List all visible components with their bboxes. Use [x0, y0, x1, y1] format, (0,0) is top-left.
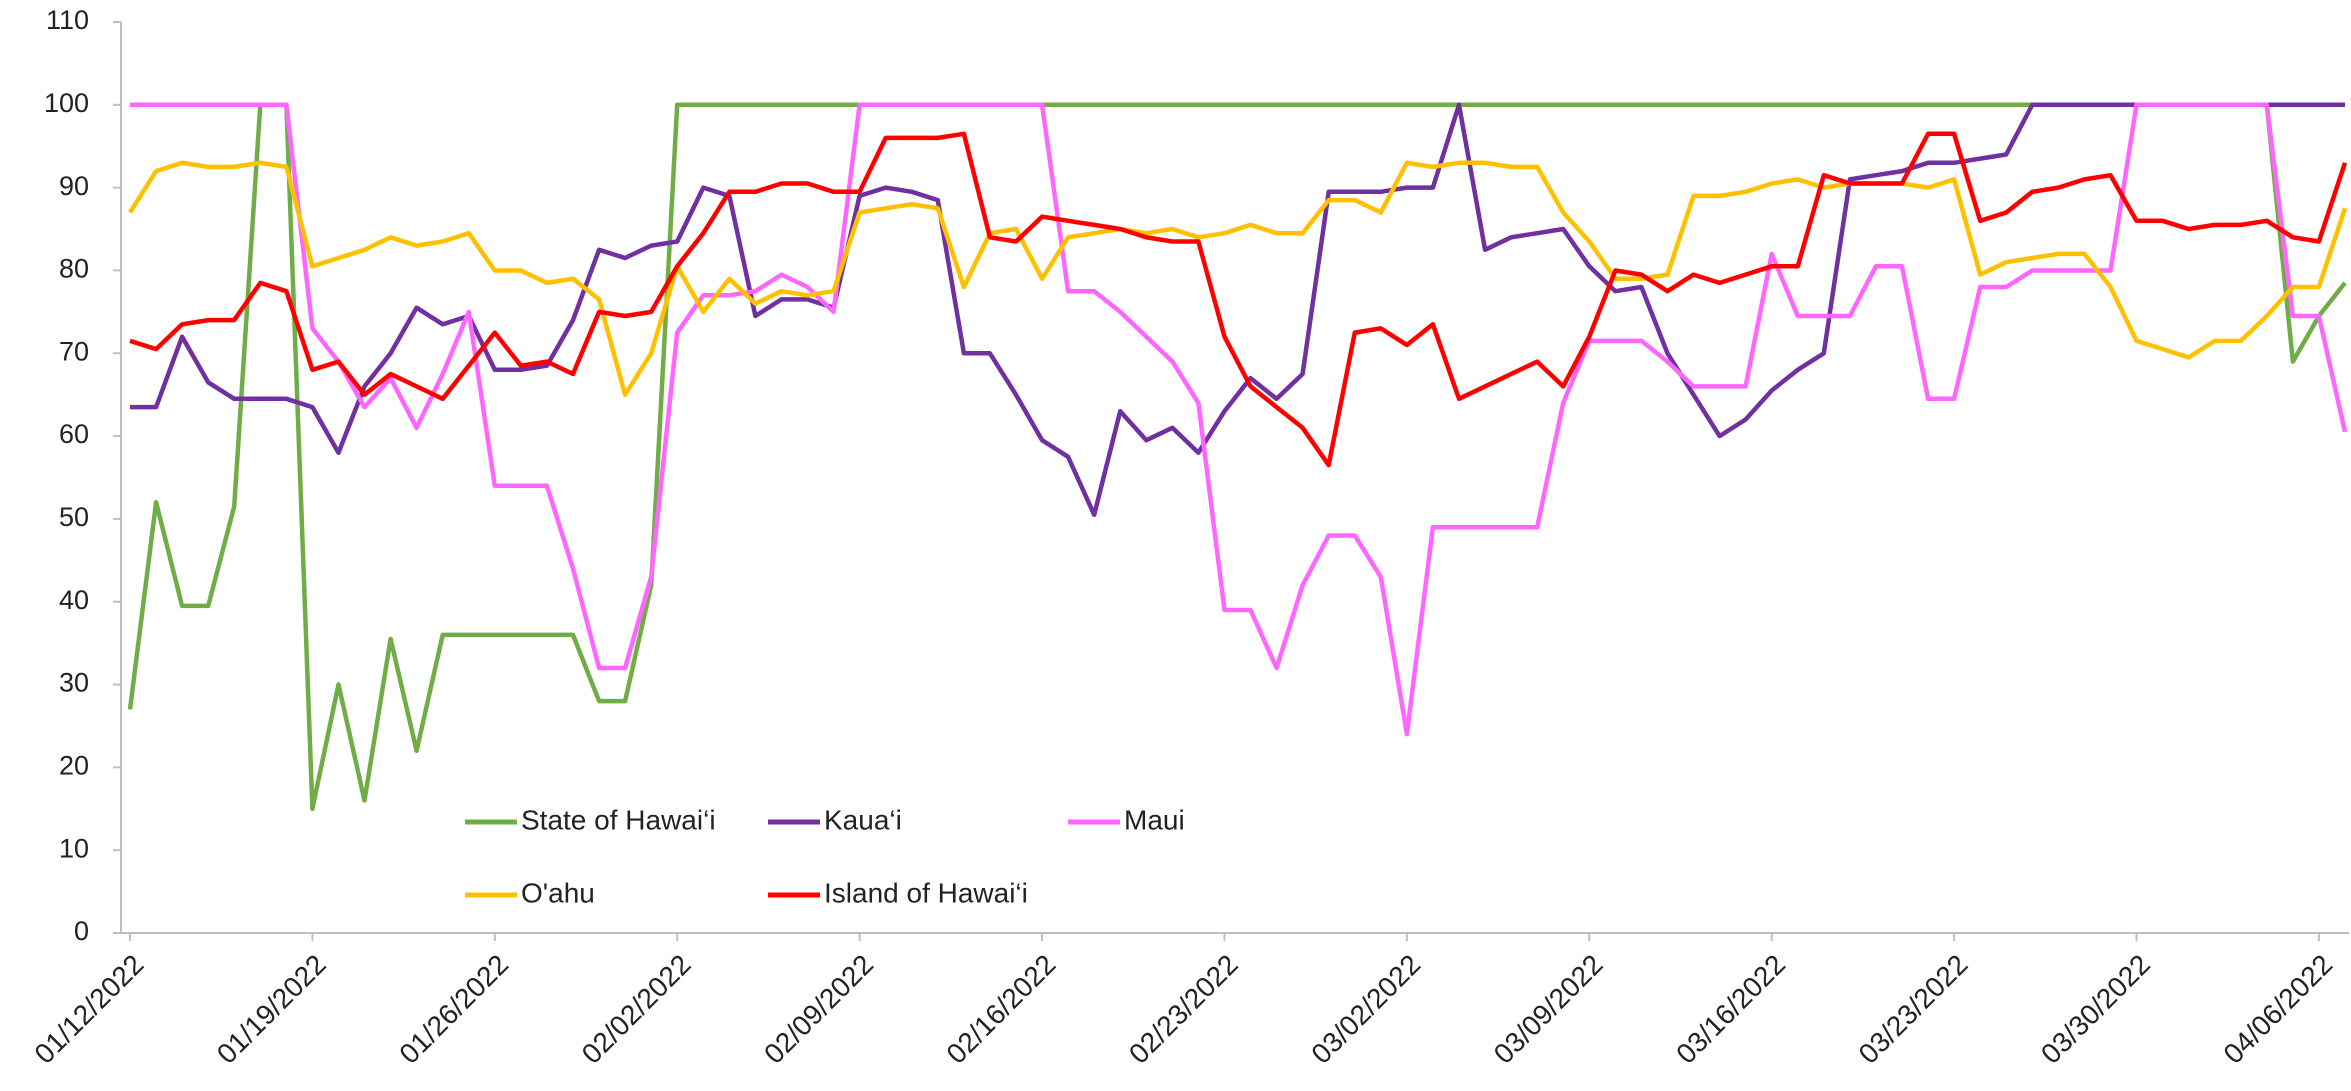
- y-tick-label: 30: [59, 668, 89, 698]
- legend-item: Kaua‘i: [768, 804, 902, 835]
- series-line: [130, 102, 2348, 737]
- y-tick-label: 0: [74, 916, 89, 946]
- legend-label: Island of Hawai‘i: [824, 877, 1028, 908]
- y-tick-label: 20: [59, 750, 89, 780]
- y-tick-label: 40: [59, 585, 89, 615]
- series-line: [129, 131, 2348, 468]
- legend-label: Maui: [1124, 804, 1185, 835]
- y-tick-label: 90: [59, 171, 89, 201]
- legend-item: Island of Hawai‘i: [768, 877, 1028, 908]
- legend-label: State of Hawai‘i: [521, 804, 716, 835]
- x-tick-label: 03/30/2022: [2035, 949, 2156, 1070]
- series-line: [127, 102, 2347, 812]
- series-line: [130, 102, 2345, 518]
- legend-label: Kaua‘i: [824, 804, 902, 835]
- x-tick-label: 02/02/2022: [576, 949, 697, 1070]
- x-tick-label: 03/09/2022: [1488, 949, 1609, 1070]
- y-tick-label: 60: [59, 419, 89, 449]
- y-tick-label: 10: [59, 833, 89, 863]
- x-tick-label: 02/23/2022: [1123, 949, 1244, 1070]
- y-tick-label: 80: [59, 254, 89, 284]
- x-tick-label: 04/06/2022: [2217, 949, 2338, 1070]
- legend-item: Maui: [1068, 804, 1185, 835]
- y-tick-label: 50: [59, 502, 89, 532]
- legend-item: O'ahu: [465, 877, 595, 908]
- x-tick-label: 02/16/2022: [941, 949, 1062, 1070]
- x-tick-label: 03/02/2022: [1305, 949, 1426, 1070]
- series-line: [128, 160, 2348, 397]
- x-tick-label: 03/23/2022: [1853, 949, 1974, 1070]
- legend-item: State of Hawai‘i: [465, 804, 716, 835]
- x-tick-label: 02/09/2022: [758, 949, 879, 1070]
- y-tick-label: 70: [59, 336, 89, 366]
- y-tick-label: 100: [44, 88, 89, 118]
- y-tick-label: 110: [46, 5, 89, 35]
- x-tick-label: 03/16/2022: [1670, 949, 1791, 1070]
- legend-label: O'ahu: [521, 877, 595, 908]
- x-tick-label: 01/19/2022: [211, 949, 332, 1070]
- x-tick-label: 01/12/2022: [28, 949, 149, 1070]
- x-tick-label: 01/26/2022: [393, 949, 514, 1070]
